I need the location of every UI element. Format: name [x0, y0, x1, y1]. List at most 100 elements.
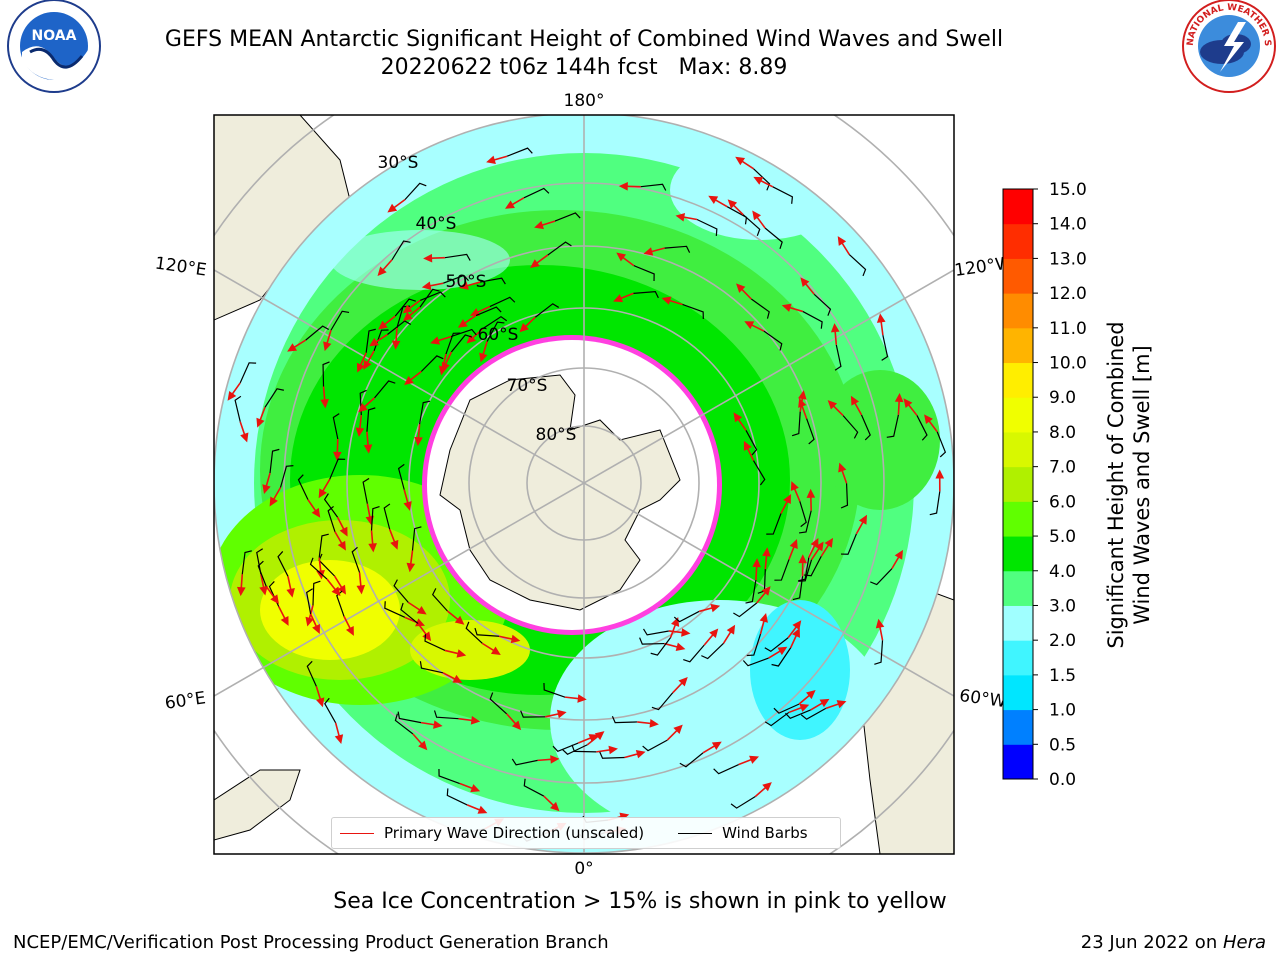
wind-barb	[241, 550, 252, 575]
wind-barb	[312, 580, 321, 606]
wind-barb	[324, 697, 337, 724]
colorbar-tick-label: 3.0	[1049, 596, 1076, 616]
wave-direction-arrow	[391, 327, 401, 350]
wind-barb	[640, 183, 667, 191]
wave-direction-arrow	[875, 618, 885, 641]
wind-barb	[465, 621, 483, 644]
wave-direction-arrow	[577, 734, 599, 744]
wave-direction-arrow	[278, 606, 289, 626]
wave-direction-arrow	[388, 529, 399, 550]
wave-direction-arrow	[368, 530, 377, 553]
wave-direction-arrow	[377, 259, 393, 277]
wave-direction-arrow	[789, 627, 800, 649]
wave-direction-arrow	[479, 341, 488, 363]
legend-item-wind: Wind Barbs	[678, 824, 808, 842]
wind-barb	[561, 744, 588, 755]
wind-barb	[785, 709, 811, 719]
colorbar-segment	[1003, 674, 1033, 711]
wave-direction-arrow	[334, 531, 346, 551]
wind-barb	[848, 254, 867, 277]
wind-barb	[701, 642, 724, 660]
wave-direction-arrow	[387, 198, 406, 213]
wind-barb	[886, 414, 900, 438]
colorbar-segment	[1003, 397, 1033, 433]
wave-direction-arrow	[333, 438, 342, 461]
wind-barb	[523, 778, 545, 797]
wind-barb	[489, 692, 508, 715]
wave-direction-arrow	[417, 623, 432, 642]
wave-direction-arrow	[661, 296, 683, 306]
noaa-logo-text: NOAA	[32, 28, 77, 44]
wave-direction-arrow	[798, 554, 808, 577]
wave-direction-arrow	[265, 585, 279, 605]
wave-direction-arrow	[780, 494, 792, 514]
wave-direction-arrow	[830, 323, 840, 345]
wind-barb	[774, 559, 790, 581]
wind-barb	[322, 361, 330, 387]
wind-barb	[419, 291, 446, 301]
wave-direction-arrow	[672, 676, 688, 694]
wave-direction-arrow	[358, 397, 376, 413]
wave-direction-arrow	[798, 390, 807, 412]
wind-barb	[256, 548, 264, 575]
colorbar-segment	[1003, 744, 1033, 780]
wind-barb	[397, 463, 405, 490]
wind-barb	[639, 637, 665, 645]
wave-direction-arrow	[613, 292, 634, 303]
footer-credit: NCEP/EMC/Verification Post Processing Pr…	[13, 932, 609, 953]
wave-direction-arrow	[850, 395, 863, 416]
wind-barb	[753, 168, 771, 191]
wave-direction-arrow	[356, 572, 366, 595]
colorbar-tick-label: 1.5	[1049, 666, 1076, 686]
wind-barb	[489, 296, 516, 308]
wave-direction-arrow	[825, 700, 847, 710]
wave-direction-arrow	[781, 303, 803, 313]
wave-direction-arrow	[481, 642, 501, 655]
wind-barb	[746, 633, 762, 657]
colorbar-tick-label: 8.0	[1049, 423, 1076, 443]
wind-barb	[397, 711, 422, 724]
wave-direction-arrow	[286, 576, 295, 598]
colorbar-segment	[1003, 570, 1033, 606]
wave-direction-arrow	[534, 220, 556, 230]
colorbar-segment	[1003, 431, 1033, 468]
wave-direction-arrow	[668, 628, 691, 637]
wind-barb	[511, 758, 538, 766]
wind-barb	[257, 560, 267, 587]
wave-direction-arrow	[752, 558, 761, 580]
wind-barb	[599, 751, 625, 759]
wave-direction-arrow	[736, 283, 752, 300]
wave-direction-arrow	[227, 382, 241, 401]
lon-label-60w: 60°W	[958, 686, 1007, 712]
wind-barb	[351, 546, 361, 573]
wave-direction-arrow	[752, 210, 766, 229]
wave-direction-arrow	[318, 479, 331, 499]
wind-barb	[450, 334, 473, 353]
wind-barb	[419, 288, 440, 308]
wave-direction-arrow	[790, 481, 801, 502]
colorbar-tick-label: 6.0	[1049, 492, 1076, 512]
wave-direction-arrow	[446, 610, 465, 625]
wind-barb	[277, 551, 289, 577]
wave-direction-arrow	[505, 197, 525, 209]
wave-direction-arrow	[768, 646, 788, 659]
wind-barb	[881, 334, 889, 361]
wind-barb	[520, 710, 546, 718]
wind-barb	[391, 240, 411, 261]
wave-direction-arrow	[320, 386, 329, 409]
colorbar-tick-label: 11.0	[1049, 319, 1087, 339]
wind-barb	[799, 510, 812, 534]
wave-direction-arrow	[891, 549, 903, 570]
wind-barb	[840, 483, 849, 509]
wave-direction-arrow	[564, 694, 587, 703]
wind-barb	[332, 413, 340, 440]
wave-direction-arrow	[412, 733, 428, 751]
wind-barb	[791, 411, 801, 437]
wave-direction-arrow	[616, 252, 635, 267]
colorbar-segment	[1003, 258, 1033, 294]
wind-barb	[554, 212, 581, 222]
wave-direction-arrow	[810, 698, 830, 711]
wind-barb	[650, 637, 672, 656]
wind-barb	[763, 330, 783, 351]
title-line-2: 20220622 t06z 144h fcst Max: 8.89	[380, 55, 788, 80]
